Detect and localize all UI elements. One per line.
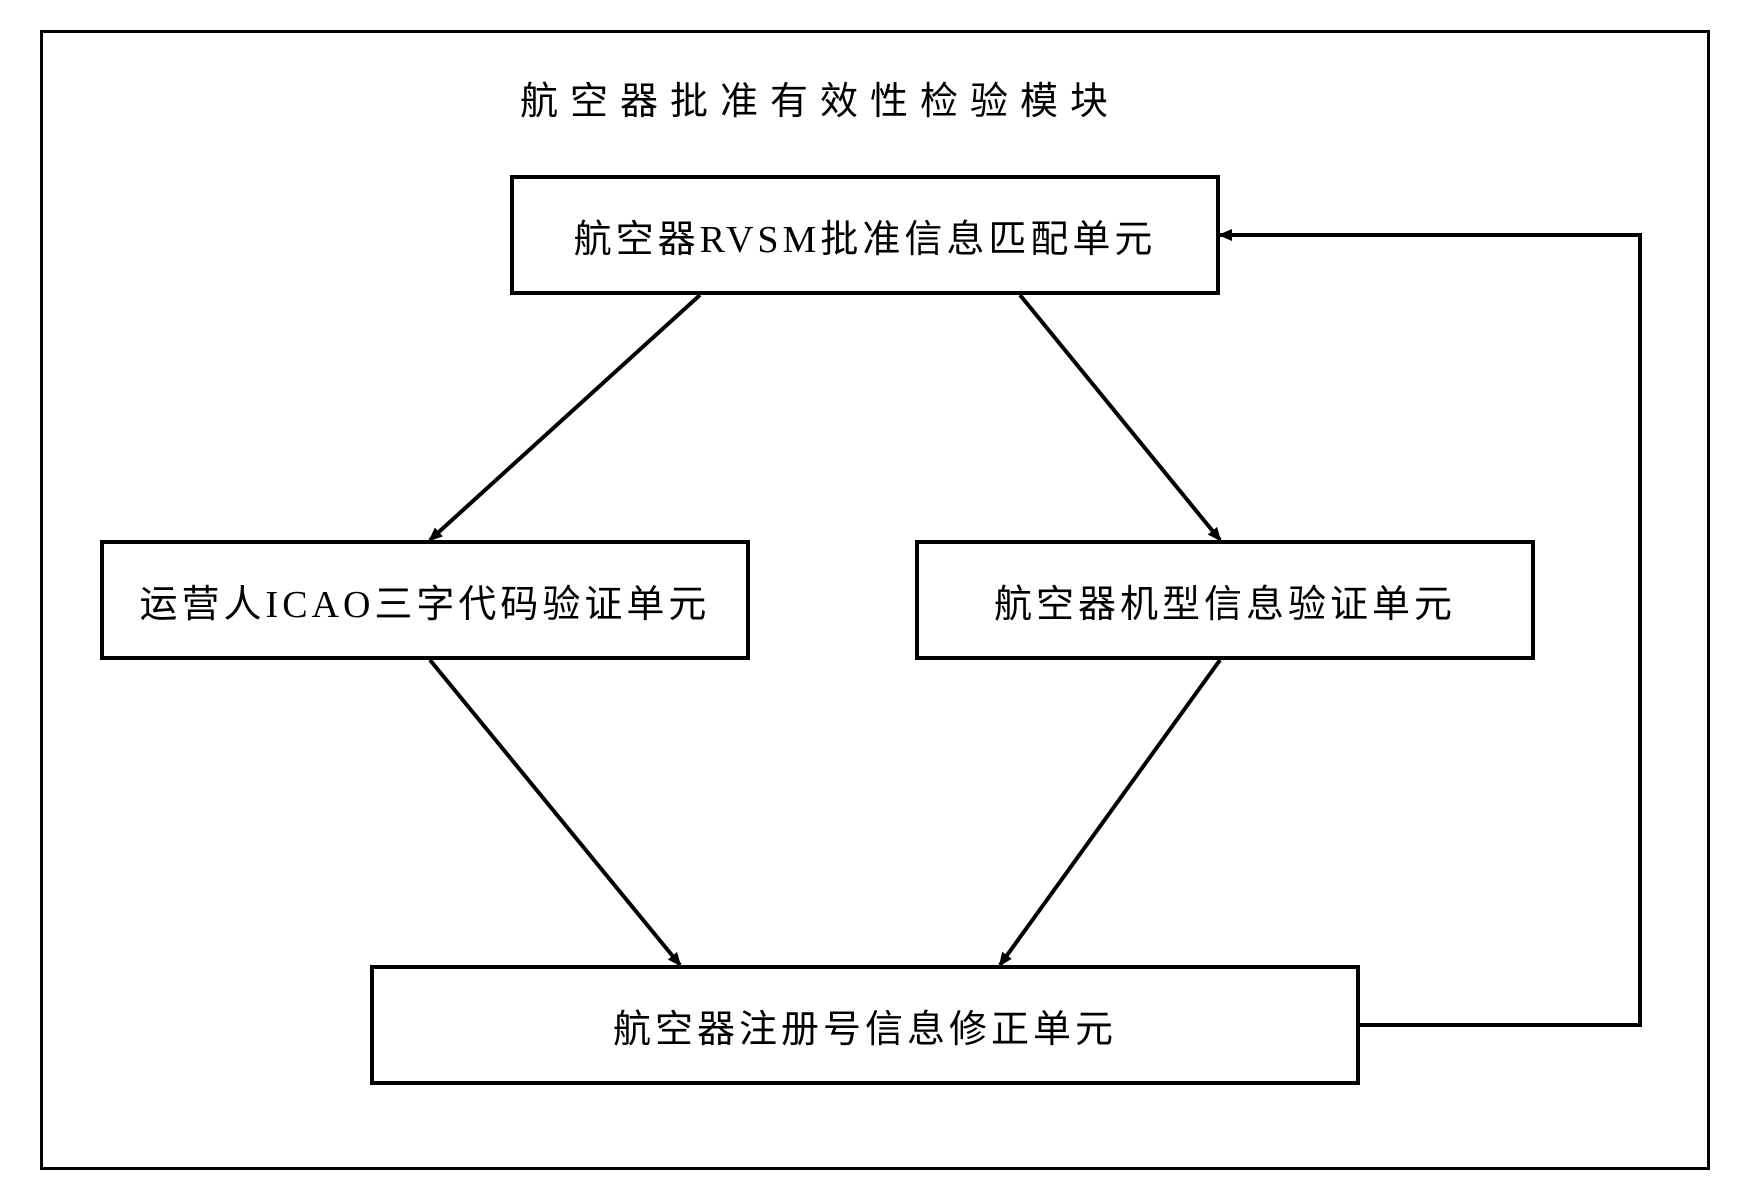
node-type-verify: 航空器机型信息验证单元	[915, 540, 1535, 660]
node-icao-verify: 运营人ICAO三字代码验证单元	[100, 540, 750, 660]
node-reg-correct: 航空器注册号信息修正单元	[370, 965, 1360, 1085]
node-label: 航空器注册号信息修正单元	[613, 998, 1117, 1053]
node-rvsm-match: 航空器RVSM批准信息匹配单元	[510, 175, 1220, 295]
diagram-title: 航空器批准有效性检验模块	[520, 70, 1120, 125]
node-label: 运营人ICAO三字代码验证单元	[140, 573, 711, 628]
node-label: 航空器机型信息验证单元	[994, 573, 1456, 628]
node-label: 航空器RVSM批准信息匹配单元	[574, 208, 1157, 263]
